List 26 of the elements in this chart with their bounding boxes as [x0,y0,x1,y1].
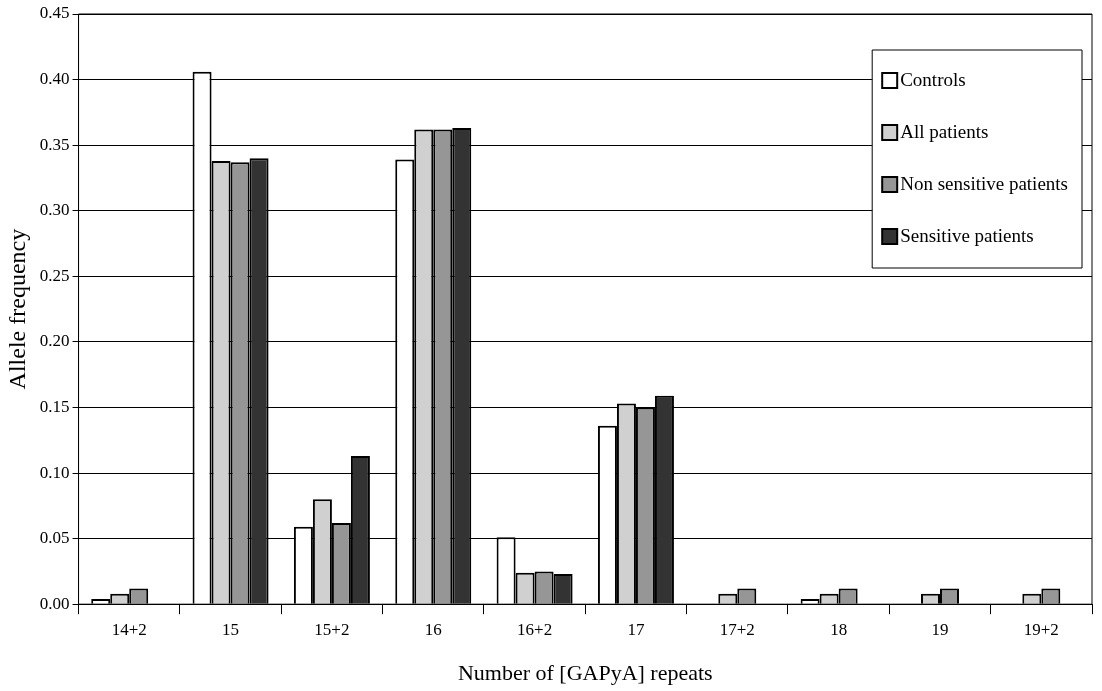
y-tick-label: 0.15 [39,396,70,416]
y-tick-label: 0.40 [39,69,70,89]
y-tick-label: 0.45 [39,3,70,23]
x-tick-label: 18 [830,619,848,639]
legend-label: Controls [900,68,966,90]
x-tick-label: 14+2 [111,619,147,639]
y-tick-label: 0.35 [39,134,70,154]
x-tick-label: 15 [222,619,240,639]
y-tick-label: 0.05 [39,528,70,548]
x-tick-label: 15+2 [314,619,350,639]
y-tick-label: 0.20 [39,331,70,351]
y-tick-label: 0.00 [39,593,70,613]
x-tick-label: 16+2 [517,619,553,639]
legend-label: Non sensitive patients [900,172,1068,194]
y-tick-label: 0.25 [39,265,70,285]
legend-label: Sensitive patients [900,224,1034,246]
y-tick-label: 0.10 [39,462,70,482]
x-tick-label: 19 [931,619,949,639]
x-axis-title: Number of [GAPyA] repeats [457,659,713,685]
legend-label: All patients [900,120,989,142]
x-tick-label: 16 [424,619,442,639]
x-tick-label: 17+2 [719,619,755,639]
y-axis-title: Allele frequency [3,228,30,390]
x-tick-label: 17 [627,619,645,639]
x-tick-label: 19+2 [1023,619,1059,639]
y-tick-label: 0.30 [39,200,70,220]
